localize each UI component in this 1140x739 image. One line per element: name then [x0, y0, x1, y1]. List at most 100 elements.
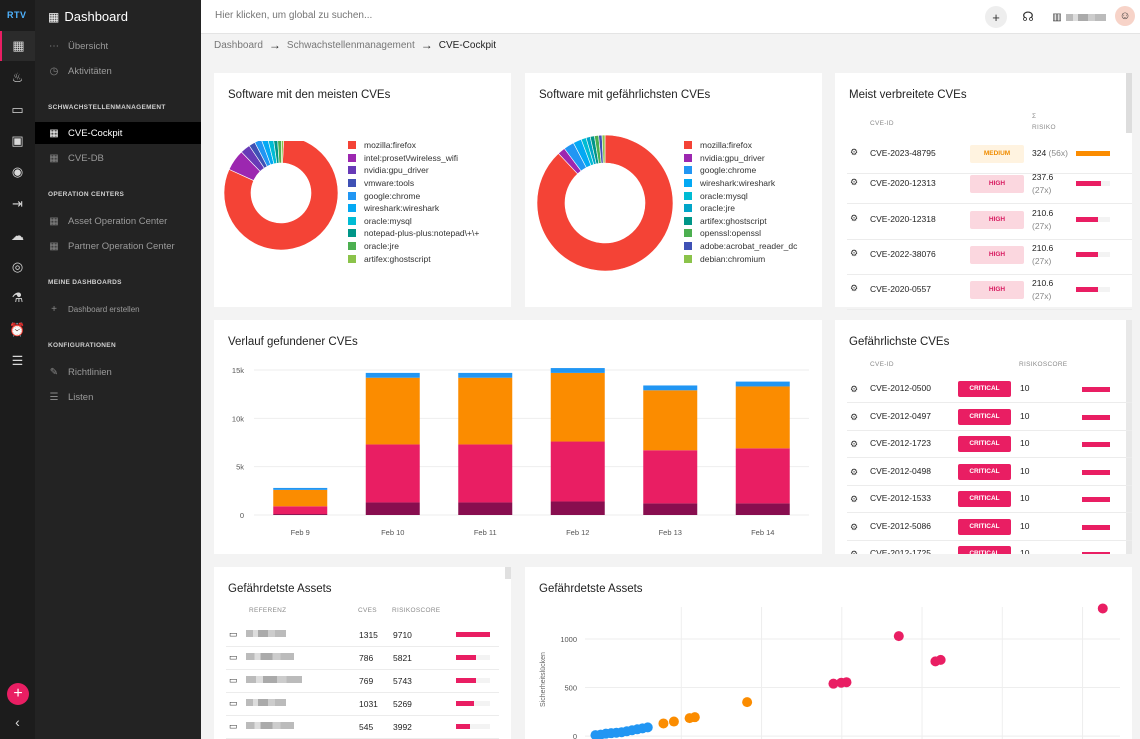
window-icon[interactable]: ▣ — [11, 133, 24, 148]
table-row[interactable]: ⚙ CVE-2022-38076 HIGH 210.6 (27x) — [847, 241, 1132, 275]
breadcrumb-vuln[interactable]: Schwachstellenmanagement — [286, 39, 415, 51]
table-row[interactable]: ▭ 786 5821 — [226, 647, 499, 670]
nav-item-asset-oc[interactable]: ▦ Asset Operation Center — [49, 215, 168, 227]
nav-item-partner-oc[interactable]: ▦ Partner Operation Center — [49, 240, 175, 252]
scrollbar[interactable] — [505, 567, 511, 579]
table-row[interactable]: ▭ 769 5743 — [226, 670, 499, 693]
bug-icon: ⚙ — [850, 411, 859, 422]
cve-id: CVE-2012-0500 — [870, 383, 931, 393]
scrollbar[interactable] — [1126, 320, 1132, 554]
legend-item[interactable]: google:chrome — [348, 189, 479, 202]
card-most-cves: Software mit den meisten CVEs mozilla:fi… — [214, 73, 511, 307]
legend-item[interactable]: openssl:openssl — [684, 227, 797, 240]
bug-icon: ⚙ — [850, 549, 859, 554]
legend-item[interactable]: oracle:jre — [348, 240, 479, 253]
occurrence-count: (27x) — [1032, 291, 1052, 301]
table-row[interactable]: ▭ 1031 5269 — [226, 693, 499, 716]
legend-item[interactable]: mozilla:firefox — [348, 139, 479, 152]
user-avatar[interactable]: ☺ — [1115, 6, 1135, 26]
table-row[interactable]: ▭ 1315 9710 — [226, 624, 499, 647]
legend-item[interactable]: intel:proset\/wireless_wifi — [348, 152, 479, 165]
risk-bar-track — [1076, 252, 1110, 257]
table-row[interactable]: ⚙ CVE-2012-1725 CRITICAL 10 — [847, 541, 1132, 554]
dashboard-icon[interactable]: ▦ — [0, 31, 35, 61]
legend-swatch — [348, 166, 356, 175]
legend-item[interactable]: debian:chromium — [684, 252, 797, 265]
breadcrumb-dashboard[interactable]: Dashboard — [214, 39, 263, 51]
cve-id: CVE-2012-5086 — [870, 520, 931, 531]
risk-bar — [1082, 552, 1110, 554]
table-row[interactable]: ⚙ CVE-2012-0497 CRITICAL 10 — [847, 404, 1132, 431]
legend-item[interactable]: oracle:jre — [684, 202, 797, 215]
risk-bar — [1082, 524, 1110, 530]
table-row[interactable]: ⚙ CVE-2012-0500 CRITICAL 10 — [847, 376, 1132, 403]
collapse-sidebar-button[interactable]: ‹ — [0, 714, 35, 734]
sliders-icon[interactable]: ☰ — [11, 353, 24, 368]
stacked-bar-chart[interactable]: 0 5k 10k 15k Feb 9 Feb 10 Feb 11 Feb 12 Feb 13 Fe… — [214, 320, 822, 554]
create-dashboard-link[interactable]: + Dashboard erstellen — [35, 298, 201, 320]
legend-item[interactable]: oracle:mysql — [348, 215, 479, 228]
bug-icon: ⚙ — [850, 213, 859, 223]
risk-bar-track — [456, 701, 490, 706]
table-row[interactable]: ⚙ CVE-2020-0557 HIGH 210.6 (27x) — [847, 276, 1132, 310]
arrow-flow-icon[interactable]: ⇥ — [12, 196, 23, 211]
risk-score: 10 — [1020, 465, 1030, 476]
y-tick-label: 1000 — [560, 635, 577, 644]
legend-item[interactable]: adobe:acrobat_reader_dc — [684, 240, 797, 253]
risk-bar-track — [1082, 469, 1110, 475]
cve-id: CVE-2022-38076 — [870, 249, 936, 259]
legend-item[interactable]: notepad-plus-plus:notepad\+\+ — [348, 227, 479, 240]
scatter-chart[interactable]: 0 500 1000 Sicherheitslücken — [525, 567, 1132, 739]
bar-segment — [458, 444, 513, 503]
nav-item-cve-cockpit[interactable]: ▦ CVE-Cockpit — [35, 122, 201, 144]
legend-label: mozilla:firefox — [364, 140, 416, 151]
cve-count: 786 — [359, 653, 374, 663]
legend-item[interactable]: artifex:ghostscript — [684, 215, 797, 228]
create-button[interactable]: + — [985, 6, 1007, 28]
legend-item[interactable]: wireshark:wireshark — [684, 177, 797, 190]
global-search-input[interactable] — [215, 10, 615, 21]
target-icon[interactable]: ◎ — [11, 259, 24, 274]
nav-item-uebersicht[interactable]: ⋯ Übersicht — [49, 40, 109, 52]
legend-item[interactable]: google:chrome — [684, 164, 797, 177]
x-tick-label: Feb 13 — [659, 528, 682, 537]
table-row[interactable]: ⚙ CVE-2012-1723 CRITICAL 10 — [847, 431, 1132, 458]
lab-icon[interactable]: ⚗ — [11, 290, 24, 305]
table-row[interactable]: ⚙ CVE-2012-1533 CRITICAL 10 — [847, 486, 1132, 513]
legend-item[interactable]: vmware:tools — [348, 177, 479, 190]
table-row[interactable]: ⚙ CVE-2012-5086 CRITICAL 10 — [847, 514, 1132, 541]
alarm-icon[interactable]: ⏰ — [9, 322, 26, 337]
bar-segment — [458, 377, 513, 445]
table-row[interactable]: ⚙ CVE-2020-12318 HIGH 210.6 (27x) — [847, 206, 1132, 240]
legend-item[interactable]: nvidia:gpu_driver — [684, 152, 797, 165]
nav-item-listen[interactable]: ☰ Listen — [49, 391, 94, 403]
table-row[interactable]: ⚙ CVE-2020-12313 HIGH 237.6 (27x) — [847, 170, 1132, 204]
donut-chart-most-cves[interactable] — [224, 141, 344, 271]
nav-item-richtlinien[interactable]: ✎ Richtlinien — [49, 366, 112, 378]
devices-icon[interactable]: ▭ — [11, 102, 24, 117]
support-button[interactable]: ☊ — [1017, 6, 1039, 28]
add-button[interactable]: + — [7, 683, 29, 705]
organization-selector[interactable]: ▥ — [1049, 10, 1109, 24]
cloud-icon[interactable]: ☁ — [11, 228, 24, 243]
legend-label: vmware:tools — [364, 178, 415, 189]
legend-item[interactable]: nvidia:gpu_driver — [348, 164, 479, 177]
risk-score: 5269 — [393, 699, 412, 709]
broadcast-icon[interactable]: ◉ — [11, 164, 24, 179]
nav-item-aktivitaeten[interactable]: ◷ Aktivitäten — [49, 65, 112, 77]
fire-icon[interactable]: ♨ — [11, 70, 24, 85]
scatter-point — [828, 678, 839, 689]
legend-item[interactable]: wireshark:wireshark — [348, 202, 479, 215]
nav-item-cve-db[interactable]: ▦ CVE-DB — [49, 152, 104, 164]
table-row[interactable]: ▭ 545 3992 — [226, 716, 499, 739]
building-icon: ▥ — [1052, 11, 1062, 23]
donut-chart-dangerous-software[interactable] — [535, 131, 680, 276]
scrollbar[interactable] — [1126, 73, 1132, 133]
legend-item[interactable]: artifex:ghostscript — [348, 252, 479, 265]
table-row[interactable]: ⚙ CVE-2023-48795 MEDIUM 324 (56x) — [847, 140, 1132, 174]
table-row[interactable]: ⚙ CVE-2012-0498 CRITICAL 10 — [847, 459, 1132, 486]
risk-score: 5821 — [393, 653, 412, 663]
legend-item[interactable]: mozilla:firefox — [684, 139, 797, 152]
risk-bar — [1076, 217, 1099, 222]
legend-item[interactable]: oracle:mysql — [684, 189, 797, 202]
